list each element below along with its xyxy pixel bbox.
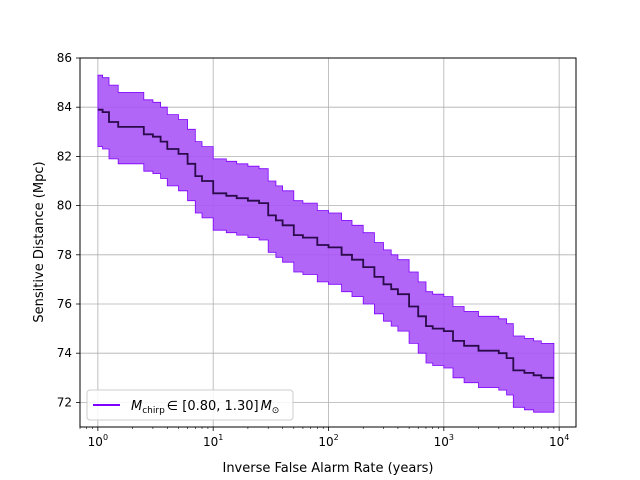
x-tick-label: 101 <box>203 433 223 449</box>
y-tick-label: 86 <box>57 51 72 65</box>
x-tick-mantissa: 10 <box>318 435 333 449</box>
x-tick-label: 104 <box>549 433 569 449</box>
x-tick-mantissa: 10 <box>434 435 449 449</box>
x-axis-ticks: 100 101 102 103 104 <box>79 427 569 449</box>
y-tick-label: 80 <box>57 199 72 213</box>
y-tick-label: 78 <box>57 248 72 262</box>
legend-range: ∈ [0.80, 1.30] <box>167 399 259 414</box>
x-tick-mantissa: 10 <box>88 435 103 449</box>
x-tick-exponent: 2 <box>334 433 339 442</box>
x-tick-exponent: 0 <box>103 433 108 442</box>
x-tick-label: 100 <box>88 433 108 449</box>
y-axis-label: Sensitive Distance (Mpc) <box>32 161 47 322</box>
x-tick-mantissa: 10 <box>203 435 218 449</box>
x-tick-exponent: 4 <box>564 433 569 442</box>
y-tick-label: 84 <box>57 100 72 114</box>
plot-frame <box>79 57 577 428</box>
x-tick-mantissa: 10 <box>549 435 564 449</box>
legend-symbol: M <box>131 399 142 414</box>
legend-box <box>86 389 294 421</box>
x-axis-label: Inverse False Alarm Rate (years) <box>222 461 433 476</box>
legend-unit-subscript: ⊙ <box>272 406 280 416</box>
legend-unit-symbol: M <box>261 399 272 414</box>
y-axis-ticks: 72 74 76 78 80 82 84 86 <box>57 51 80 409</box>
x-tick-exponent: 3 <box>449 433 454 442</box>
legend-subscript: chirp <box>142 406 165 416</box>
y-tick-label: 74 <box>57 346 72 360</box>
series-line <box>97 108 554 379</box>
y-tick-label: 76 <box>57 297 72 311</box>
x-tick-label: 102 <box>318 433 338 449</box>
y-tick-label: 82 <box>57 149 72 163</box>
legend: Mchirp ∈ [0.80, 1.30] M⊙ <box>86 389 294 421</box>
series-line-layer <box>97 108 554 379</box>
x-tick-label: 103 <box>434 433 454 449</box>
x-tick-exponent: 1 <box>218 433 223 442</box>
legend-label: Mchirp ∈ [0.80, 1.30] M⊙ <box>131 399 279 416</box>
y-tick-label: 72 <box>57 395 72 409</box>
